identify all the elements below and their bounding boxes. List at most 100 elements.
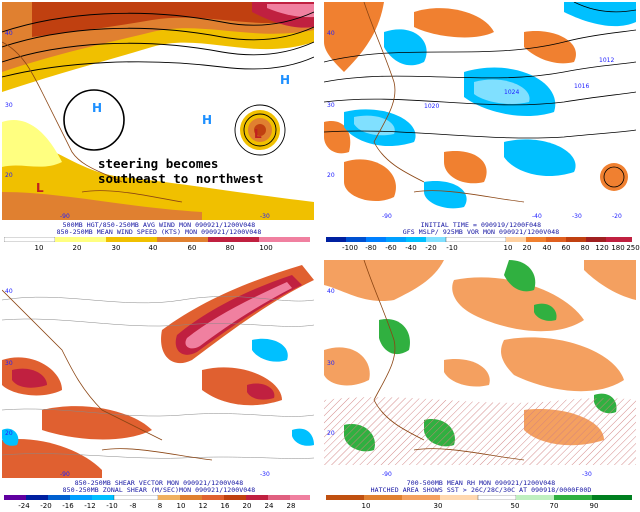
steering-wind-map: H H H L L 40 30 20 -90 -30: [2, 2, 314, 220]
panel3-caption-1: 850-250MB SHEAR VECTOR MON 090921/1200V0…: [74, 479, 244, 487]
isobar-label-1012: 1012: [599, 57, 614, 64]
panel4-colorbar-ticks: 10 30 50 70 90: [322, 502, 640, 511]
annotation-line-2: southeast to northwest: [98, 171, 264, 186]
lon-label-90: -90: [60, 471, 70, 478]
tick: -40: [405, 244, 417, 252]
tick: 12: [198, 502, 208, 510]
storm-wind-eye: [254, 124, 266, 136]
panel2-colorbar: [326, 237, 632, 242]
panel1-caption-1: 500MB HGT/850-250MB AVG WIND MON 090921/…: [62, 221, 256, 229]
coastlines: [363, 2, 525, 203]
panel-500mb-steering-wind: H H H L L 40 30 20 -90 -30 steering beco…: [0, 0, 318, 254]
lon-label-30: -30: [260, 213, 270, 220]
shear-map: 40 30 20 -90 -30: [2, 260, 314, 478]
tick: 180: [611, 244, 625, 252]
tick: -80: [365, 244, 377, 252]
easterly-shear-areas: [2, 338, 314, 446]
panel4-caption-2: HATCHED AREA SHOWS SST > 26C/28C/30C AT …: [370, 486, 592, 494]
coastlines: [2, 41, 183, 203]
rh-sst-map: 40 30 20 -90 -30: [324, 260, 636, 478]
lat-label-40: 40: [327, 288, 335, 295]
wind-band-south-orange: [2, 192, 202, 220]
panel2-caption-1: INITIAL TIME = 090919/1200F048: [420, 221, 542, 229]
tick: -20: [425, 244, 437, 252]
lat-label-30: 30: [5, 102, 13, 109]
isobar-label-1020: 1020: [424, 103, 439, 110]
tick: -20: [40, 502, 52, 510]
tick: 20: [522, 244, 532, 252]
tick: 30: [111, 244, 121, 252]
tick: 100: [259, 244, 273, 252]
isobars: [324, 2, 636, 188]
tick: 30: [433, 502, 443, 510]
height-contours: [2, 11, 314, 156]
high-center-label: H: [92, 101, 102, 115]
tick: -10: [446, 244, 458, 252]
lat-label-40: 40: [5, 30, 13, 37]
panel3-caption-2: 850-250MB ZONAL SHEAR (M/SEC)MON 090921/…: [62, 486, 256, 494]
lat-label-20: 20: [5, 430, 13, 437]
tick: 20: [72, 244, 82, 252]
weak-negative-areas: [354, 79, 530, 136]
isobar-label-1024: 1024: [504, 89, 519, 96]
tick: 20: [242, 502, 252, 510]
tick: -60: [385, 244, 397, 252]
tick: 120: [595, 244, 609, 252]
tick: 80: [225, 244, 235, 252]
lat-label-20: 20: [327, 430, 335, 437]
tick: -10: [106, 502, 118, 510]
tick: 16: [220, 502, 230, 510]
tick: 250: [626, 244, 640, 252]
tick: 10: [361, 502, 371, 510]
lat-label-30: 30: [5, 360, 13, 367]
annotation-steering: steering becomes southeast to northwest: [98, 156, 264, 186]
tick: 8: [157, 502, 163, 510]
jet-max-pink: [267, 4, 314, 18]
shear-contours: [2, 296, 314, 459]
tick: 40: [148, 244, 158, 252]
tick: 60: [187, 244, 197, 252]
tick: 28: [286, 502, 296, 510]
high-center-label-2: H: [202, 113, 212, 127]
lat-label-40: 40: [5, 288, 13, 295]
lon-label-40: -40: [532, 213, 542, 220]
panel1-colorbar-ticks: 10 20 30 40 60 80 100: [0, 244, 318, 253]
isobar-label-1016: 1016: [574, 83, 589, 90]
lon-label-30: -30: [260, 471, 270, 478]
panel4-colorbar: [326, 495, 632, 500]
lon-label-30: -30: [572, 213, 582, 220]
tick: 80: [580, 244, 590, 252]
tick: 24: [264, 502, 274, 510]
panel3-colorbar: [4, 495, 310, 500]
tick: -12: [84, 502, 96, 510]
tick: -100: [342, 244, 358, 252]
tick: 70: [549, 502, 559, 510]
tick: -16: [62, 502, 74, 510]
tick: -24: [18, 502, 30, 510]
lon-label-90: -90: [60, 213, 70, 220]
warm-sst-hatched-area: [324, 397, 636, 465]
panel4-caption-1: 700-500MB MEAN RH MON 090921/1200V048: [406, 479, 556, 487]
lon-label-30: -30: [582, 471, 592, 478]
low-center-label-2: L: [36, 181, 44, 195]
panel1-caption-2: 850-250MB MEAN WIND SPEED (KTS) MON 0909…: [56, 228, 262, 236]
panel1-colorbar: [4, 237, 310, 242]
lon-label-90: -90: [382, 471, 392, 478]
panel-mslp-vorticity: 1024 1020 1016 1012 40 30 20 -90 -40 -30…: [322, 0, 640, 254]
panel2-caption-2: GFS MSLP/ 925MB VOR MON 090921/1200V048: [402, 228, 560, 236]
coastlines: [2, 289, 213, 461]
panel-850-250mb-shear: 40 30 20 -90 -30 850-250MB SHEAR VECTOR …: [0, 258, 318, 512]
highlight-circle: [63, 89, 125, 151]
tick: 40: [542, 244, 552, 252]
panel3-colorbar-ticks: -24 -20 -16 -12 -10 -8 8 10 12 16 20 24 …: [0, 502, 318, 511]
panel-700-500mb-rh-sst: 40 30 20 -90 -30 700-500MB MEAN RH MON 0…: [322, 258, 640, 512]
tick: 10: [34, 244, 44, 252]
tick: 10: [176, 502, 186, 510]
tick: 60: [561, 244, 571, 252]
tick: -8: [129, 502, 137, 510]
wind-band-light: [2, 120, 62, 167]
lon-label-20: -20: [612, 213, 622, 220]
lat-label-30: 30: [327, 102, 335, 109]
coastlines: [363, 260, 525, 461]
